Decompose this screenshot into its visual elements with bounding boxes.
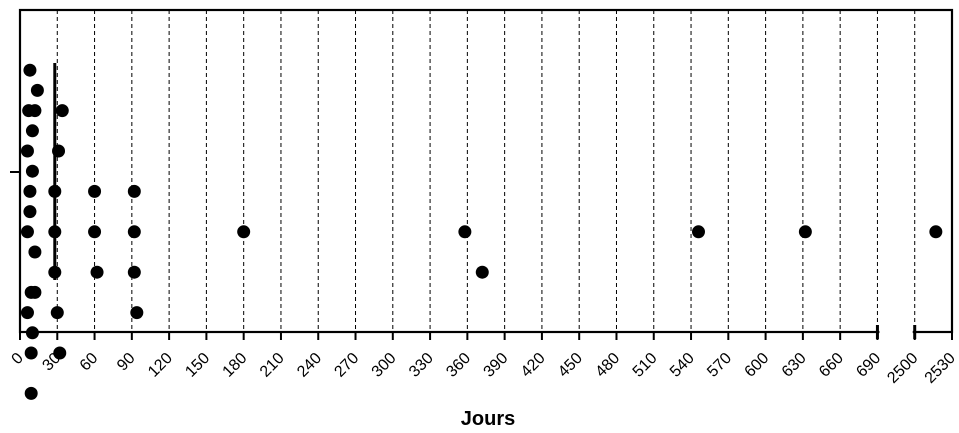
data-point <box>48 184 62 198</box>
data-point <box>28 245 42 259</box>
data-point <box>28 285 42 299</box>
data-point <box>20 144 34 158</box>
axis-break-gap <box>879 329 913 335</box>
data-point <box>55 104 69 118</box>
data-point <box>48 225 62 239</box>
points-layer <box>20 63 943 400</box>
data-point <box>24 386 38 400</box>
data-point <box>130 306 144 320</box>
data-point <box>48 265 62 279</box>
data-point <box>237 225 251 239</box>
grid-layer <box>56 10 916 332</box>
data-point <box>127 225 141 239</box>
data-point <box>691 225 705 239</box>
data-point <box>88 225 102 239</box>
data-point <box>52 144 66 158</box>
data-point <box>929 225 943 239</box>
data-point <box>53 346 67 360</box>
data-point <box>88 184 102 198</box>
data-point <box>24 346 38 360</box>
data-point <box>475 265 489 279</box>
data-point <box>20 225 34 239</box>
data-point <box>28 104 42 118</box>
data-point <box>23 63 37 77</box>
x-axis-title: Jours <box>461 408 515 430</box>
data-point <box>127 265 141 279</box>
data-point <box>25 124 39 138</box>
data-point <box>23 184 37 198</box>
data-point <box>50 306 64 320</box>
data-point <box>127 184 141 198</box>
data-point <box>30 83 44 97</box>
data-point <box>90 265 104 279</box>
data-point <box>20 306 34 320</box>
data-point <box>25 326 39 340</box>
data-point <box>798 225 812 239</box>
axis-layer <box>10 8 954 340</box>
data-point <box>25 164 39 178</box>
data-point <box>458 225 472 239</box>
data-point <box>23 205 37 219</box>
